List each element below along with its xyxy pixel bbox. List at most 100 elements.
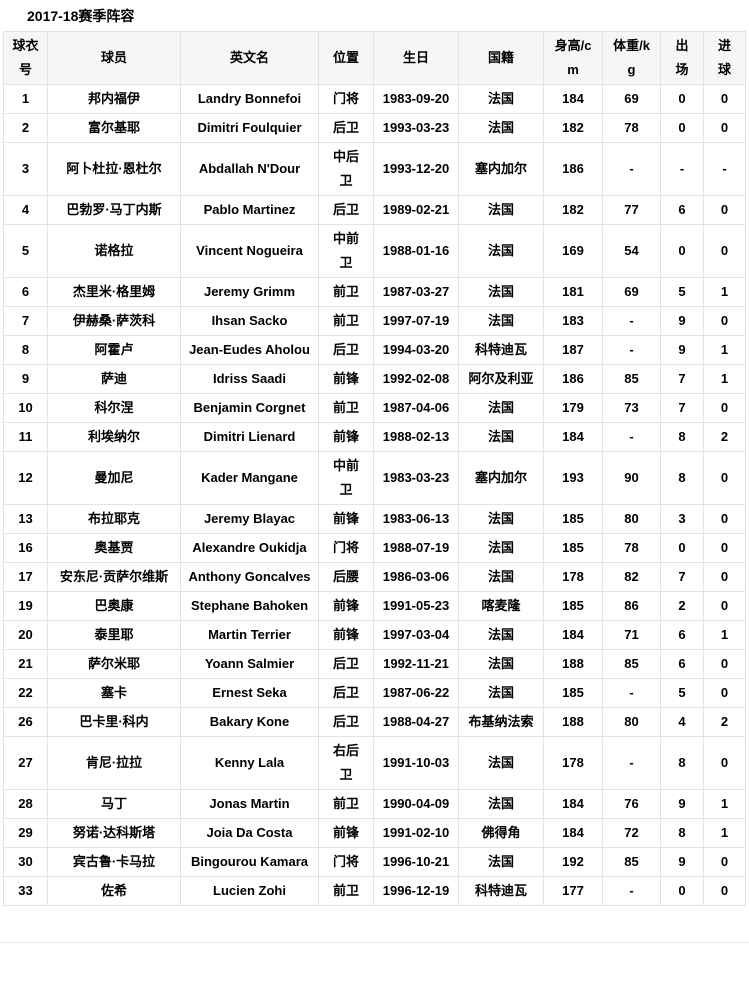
cell-weight: 71 [602, 620, 661, 650]
cell-weight: 78 [602, 533, 661, 563]
cell-player: 肯尼·拉拉 [47, 736, 181, 790]
page-title: 2017-18赛季阵容 [27, 8, 135, 24]
cell-position: 后卫 [318, 195, 374, 225]
col-header-goals: 进球 [703, 31, 746, 85]
cell-height: 184 [543, 818, 603, 848]
table-row: 17 安东尼·贡萨尔维斯 Anthony Goncalves 后腰 1986-03-06… [3, 562, 746, 592]
cell-nationality: 法国 [458, 393, 544, 423]
cell-weight: 80 [602, 504, 661, 534]
cell-goals: 0 [703, 876, 746, 906]
cell-position: 后卫 [318, 678, 374, 708]
cell-appearances: 9 [660, 306, 704, 336]
cell-weight: 54 [602, 224, 661, 278]
cell-birthday: 1987-06-22 [373, 678, 459, 708]
cell-name_en: Stephane Bahoken [180, 591, 319, 621]
cell-player: 邦内福伊 [47, 84, 181, 114]
cell-weight: 78 [602, 113, 661, 143]
cell-appearances: 9 [660, 847, 704, 877]
cell-position: 门将 [318, 533, 374, 563]
cell-position: 前卫 [318, 789, 374, 819]
cell-birthday: 1992-02-08 [373, 364, 459, 394]
cell-appearances: 4 [660, 707, 704, 737]
cell-weight: 69 [602, 84, 661, 114]
cell-birthday: 1997-07-19 [373, 306, 459, 336]
cell-birthday: 1988-04-27 [373, 707, 459, 737]
cell-height: 169 [543, 224, 603, 278]
cell-nationality: 法国 [458, 84, 544, 114]
cell-position: 后卫 [318, 113, 374, 143]
cell-goals: 0 [703, 113, 746, 143]
table-row: 26 巴卡里·科内 Bakary Kone 后卫 1988-04-27 布基纳法索 188 8… [3, 707, 746, 737]
cell-name_en: Landry Bonnefoi [180, 84, 319, 114]
cell-birthday: 1996-10-21 [373, 847, 459, 877]
cell-number: 6 [3, 277, 48, 307]
cell-goals: 0 [703, 195, 746, 225]
cell-position: 后卫 [318, 649, 374, 679]
cell-nationality: 法国 [458, 620, 544, 650]
cell-position: 门将 [318, 847, 374, 877]
cell-weight: 77 [602, 195, 661, 225]
table-row: 8 阿霍卢 Jean-Eudes Aholou 后卫 1994-03-20 科特迪瓦 187… [3, 335, 746, 365]
cell-goals: 0 [703, 847, 746, 877]
cell-weight: 72 [602, 818, 661, 848]
cell-weight: 85 [602, 364, 661, 394]
cell-birthday: 1991-10-03 [373, 736, 459, 790]
cell-player: 杰里米·格里姆 [47, 277, 181, 307]
cell-appearances: 3 [660, 504, 704, 534]
table-row: 28 马丁 Jonas Martin 前卫 1990-04-09 法国 184 76 9 1 [3, 789, 746, 819]
cell-name_en: Dimitri Foulquier [180, 113, 319, 143]
cell-nationality: 法国 [458, 678, 544, 708]
cell-height: 185 [543, 504, 603, 534]
cell-weight: 86 [602, 591, 661, 621]
cell-birthday: 1996-12-19 [373, 876, 459, 906]
cell-number: 10 [3, 393, 48, 423]
cell-nationality: 法国 [458, 562, 544, 592]
cell-goals: 0 [703, 736, 746, 790]
cell-height: 177 [543, 876, 603, 906]
cell-number: 28 [3, 789, 48, 819]
cell-nationality: 科特迪瓦 [458, 335, 544, 365]
cell-number: 29 [3, 818, 48, 848]
cell-player: 利埃纳尔 [47, 422, 181, 452]
col-header-weight: 体重/kg [602, 31, 661, 85]
cell-height: 184 [543, 84, 603, 114]
cell-nationality: 法国 [458, 847, 544, 877]
cell-nationality: 塞内加尔 [458, 142, 544, 196]
cell-weight: 85 [602, 649, 661, 679]
section-divider [0, 942, 749, 943]
cell-number: 17 [3, 562, 48, 592]
cell-birthday: 1988-02-13 [373, 422, 459, 452]
table-row: 6 杰里米·格里姆 Jeremy Grimm 前卫 1987-03-27 法国 181 69 5… [3, 277, 746, 307]
cell-nationality: 法国 [458, 113, 544, 143]
cell-position: 后腰 [318, 562, 374, 592]
cell-number: 7 [3, 306, 48, 336]
table-row: 19 巴奥康 Stephane Bahoken 前锋 1991-05-23 喀麦隆 185 8… [3, 591, 746, 621]
cell-player: 泰里耶 [47, 620, 181, 650]
cell-appearances: 7 [660, 393, 704, 423]
cell-birthday: 1983-06-13 [373, 504, 459, 534]
cell-position: 右后卫 [318, 736, 374, 790]
cell-name_en: Bakary Kone [180, 707, 319, 737]
cell-name_en: Lucien Zohi [180, 876, 319, 906]
cell-player: 诺格拉 [47, 224, 181, 278]
cell-position: 后卫 [318, 335, 374, 365]
cell-name_en: Alexandre Oukidja [180, 533, 319, 563]
col-header-number: 球衣号 [3, 31, 48, 85]
cell-position: 前锋 [318, 422, 374, 452]
table-row: 33 佐希 Lucien Zohi 前卫 1996-12-19 科特迪瓦 177-0 0 [3, 876, 746, 906]
cell-number: 5 [3, 224, 48, 278]
cell-appearances: 0 [660, 84, 704, 114]
cell-position: 前锋 [318, 504, 374, 534]
cell-height: 184 [543, 789, 603, 819]
cell-appearances: 0 [660, 876, 704, 906]
cell-name_en: Pablo Martinez [180, 195, 319, 225]
col-header-name_en: 英文名 [180, 31, 319, 85]
cell-appearances: 0 [660, 113, 704, 143]
table-row: 30 宾古鲁·卡马拉 Bingourou Kamara 门将 1996-10-21 法国 1… [3, 847, 746, 877]
cell-goals: 0 [703, 393, 746, 423]
cell-birthday: 1986-03-06 [373, 562, 459, 592]
cell-number: 12 [3, 451, 48, 505]
cell-appearances: 5 [660, 277, 704, 307]
cell-player: 安东尼·贡萨尔维斯 [47, 562, 181, 592]
cell-position: 前卫 [318, 393, 374, 423]
